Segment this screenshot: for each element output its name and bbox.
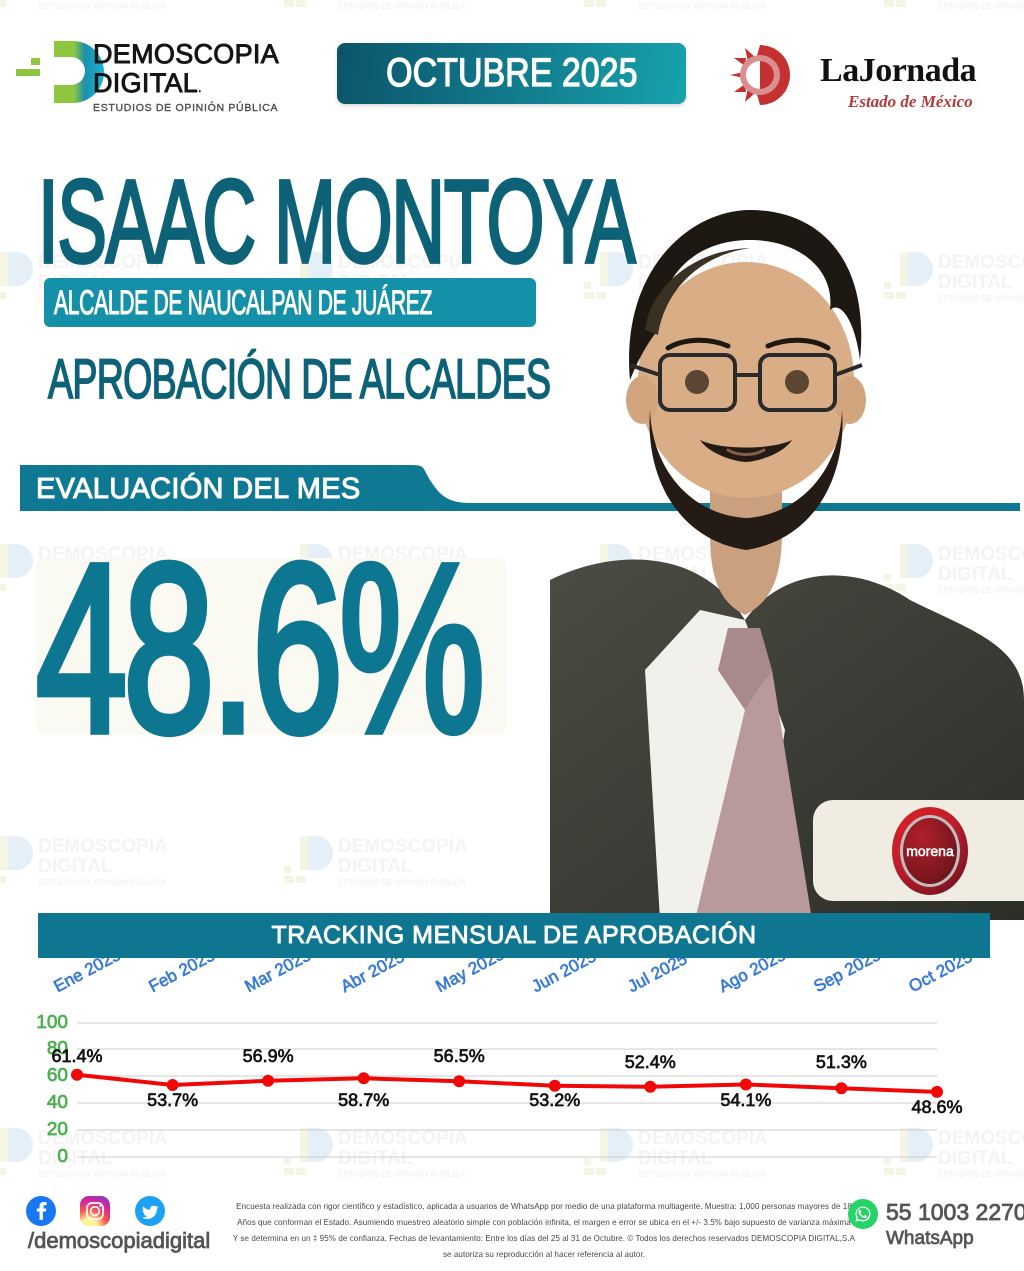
svg-text:100: 100 — [36, 1012, 68, 1033]
svg-text:61.4%: 61.4% — [51, 1046, 102, 1066]
svg-text:morena: morena — [906, 843, 955, 859]
svg-text:56.5%: 56.5% — [434, 1046, 485, 1066]
svg-text:58.7%: 58.7% — [338, 1090, 389, 1110]
svg-text:54.1%: 54.1% — [720, 1090, 771, 1110]
svg-text:53.2%: 53.2% — [529, 1090, 580, 1110]
svg-text:60: 60 — [47, 1065, 69, 1086]
svg-text:20: 20 — [47, 1119, 69, 1140]
svg-text:0: 0 — [57, 1146, 68, 1167]
svg-text:48.6%: 48.6% — [911, 1097, 962, 1117]
svg-text:56.9%: 56.9% — [243, 1046, 294, 1066]
svg-text:51.3%: 51.3% — [816, 1052, 867, 1072]
svg-text:53.7%: 53.7% — [147, 1090, 198, 1110]
svg-text:52.4%: 52.4% — [625, 1052, 676, 1072]
svg-text:40: 40 — [47, 1092, 69, 1113]
